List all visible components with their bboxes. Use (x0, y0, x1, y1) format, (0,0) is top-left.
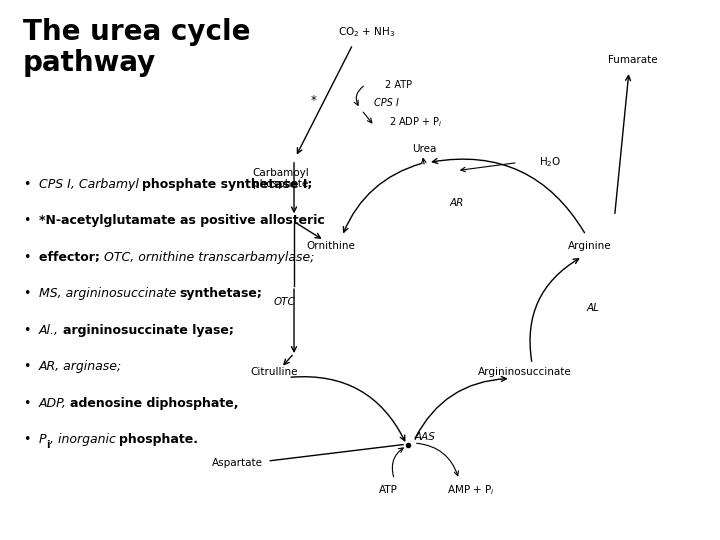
Text: Urea: Urea (413, 145, 437, 154)
Text: •: • (23, 360, 30, 373)
Text: CPS I: CPS I (374, 98, 399, 109)
Text: i: i (46, 440, 50, 450)
Text: Carbamoyl
phosphate: Carbamoyl phosphate (253, 168, 310, 190)
Text: CO$_2$ + NH$_3$: CO$_2$ + NH$_3$ (338, 25, 395, 39)
Text: •: • (23, 287, 30, 300)
Text: argininosuccinate lyase;: argininosuccinate lyase; (63, 323, 233, 336)
Text: Al.,: Al., (39, 323, 63, 336)
Text: OTC: OTC (274, 297, 296, 307)
Text: 2 ADP + P$_i$: 2 ADP + P$_i$ (389, 116, 442, 129)
Text: AMP + P$_i$: AMP + P$_i$ (447, 483, 495, 497)
Text: •: • (23, 323, 30, 336)
Text: CPS I, Carbamyl: CPS I, Carbamyl (39, 178, 143, 191)
Text: •: • (23, 251, 30, 264)
Text: AR, arginase;: AR, arginase; (39, 360, 122, 373)
Text: ADP,: ADP, (39, 397, 71, 410)
Text: phosphate.: phosphate. (120, 433, 198, 446)
Text: P: P (39, 433, 46, 446)
Text: 2 ATP: 2 ATP (385, 80, 413, 90)
Text: Citrulline: Citrulline (250, 367, 297, 377)
Text: AAS: AAS (414, 431, 435, 442)
Text: OTC, ornithine transcarbamylase;: OTC, ornithine transcarbamylase; (104, 251, 314, 264)
Text: MS, argininosuccinate: MS, argininosuccinate (39, 287, 180, 300)
Text: The urea cycle
pathway: The urea cycle pathway (23, 17, 251, 77)
Text: ATP: ATP (379, 485, 398, 495)
Text: synthetase;: synthetase; (179, 287, 262, 300)
Text: AR: AR (449, 198, 464, 208)
Text: inorganic: inorganic (58, 433, 120, 446)
Text: Arginine: Arginine (567, 241, 611, 251)
Text: •: • (23, 178, 30, 191)
Text: ,: , (50, 433, 58, 446)
Text: •: • (23, 214, 30, 227)
Text: •: • (23, 397, 30, 410)
Text: phosphate synthetase I;: phosphate synthetase I; (142, 178, 312, 191)
Text: *N-acetylglutamate as positive allosteric: *N-acetylglutamate as positive allosteri… (39, 214, 325, 227)
Text: •: • (23, 433, 30, 446)
Text: Aspartate: Aspartate (212, 458, 264, 468)
Text: adenosine diphosphate,: adenosine diphosphate, (71, 397, 239, 410)
Text: effector;: effector; (39, 251, 104, 264)
Text: H$_2$O: H$_2$O (539, 156, 562, 170)
Text: Fumarate: Fumarate (608, 56, 657, 65)
Text: AL: AL (587, 302, 600, 313)
Text: Argininosuccinate: Argininosuccinate (478, 367, 572, 377)
Text: *: * (310, 94, 316, 107)
Text: Ornithine: Ornithine (307, 241, 356, 251)
